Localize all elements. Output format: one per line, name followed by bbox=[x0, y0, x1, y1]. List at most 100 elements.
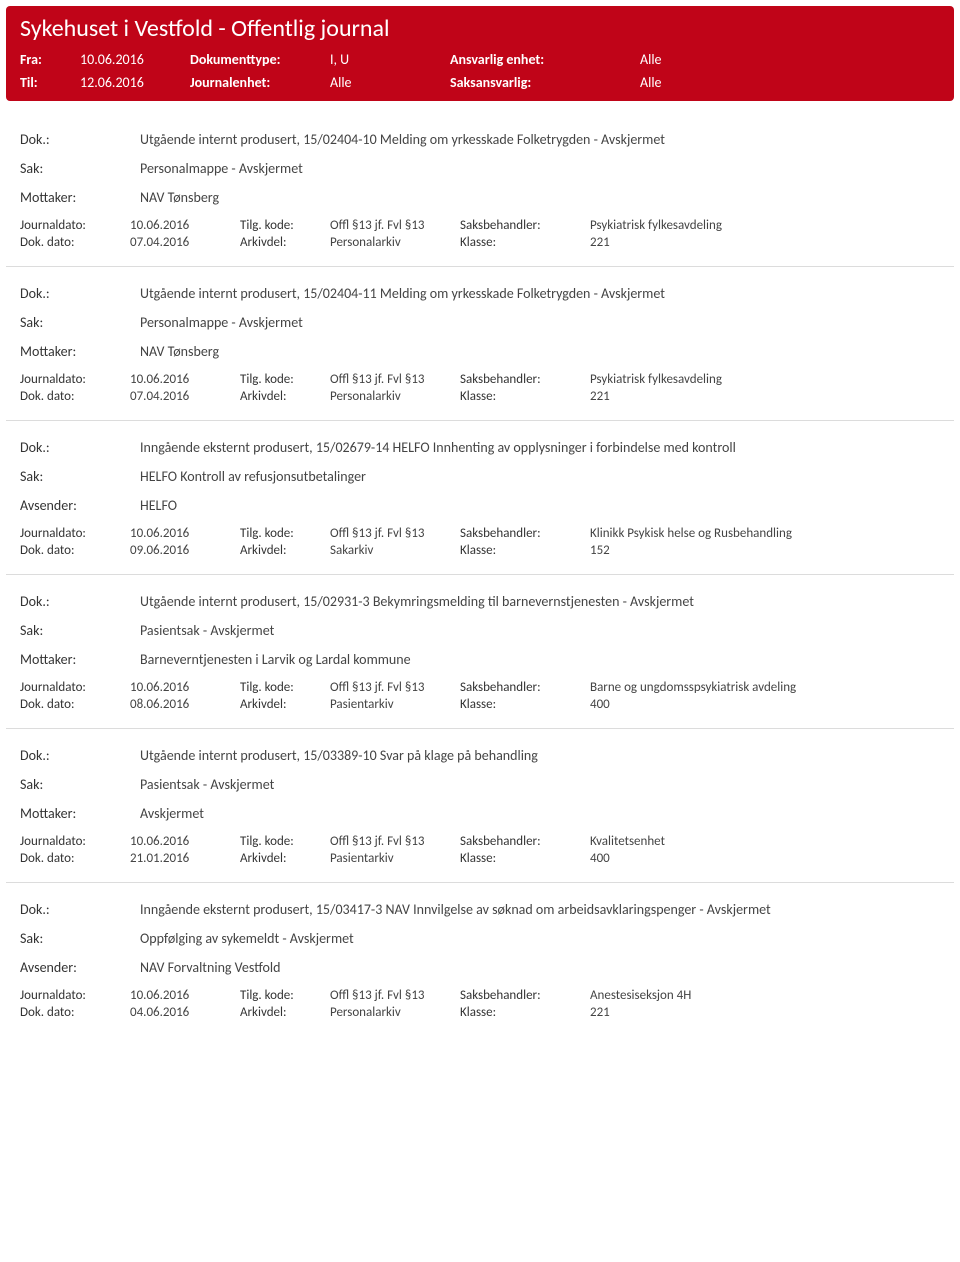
party-label: Avsender: bbox=[20, 959, 130, 976]
saksbehandler-label: Saksbehandler: bbox=[460, 526, 580, 541]
detail-row-1: Journaldato: 10.06.2016 Tilg. kode: Offl… bbox=[20, 680, 940, 695]
arkivdel-label: Arkivdel: bbox=[240, 543, 320, 558]
dokdato-label: Dok. dato: bbox=[20, 543, 120, 558]
party-line: Mottaker: NAV Tønsberg bbox=[20, 189, 940, 206]
sak-line: Sak: Oppfølging av sykemeldt - Avskjerme… bbox=[20, 930, 940, 947]
journal-entry: Dok.: Utgående internt produsert, 15/024… bbox=[6, 267, 954, 421]
journaldato-label: Journaldato: bbox=[20, 834, 120, 849]
dok-line: Dok.: Utgående internt produsert, 15/024… bbox=[20, 285, 940, 302]
dok-value: Inngående eksternt produsert, 15/03417-3… bbox=[140, 901, 940, 918]
journal-entry: Dok.: Inngående eksternt produsert, 15/0… bbox=[6, 421, 954, 575]
detail-row-1: Journaldato: 10.06.2016 Tilg. kode: Offl… bbox=[20, 988, 940, 1003]
sak-line: Sak: Personalmappe - Avskjermet bbox=[20, 160, 940, 177]
detail-row-2: Dok. dato: 04.06.2016 Arkivdel: Personal… bbox=[20, 1005, 940, 1020]
detail-row-1: Journaldato: 10.06.2016 Tilg. kode: Offl… bbox=[20, 526, 940, 541]
arkivdel-label: Arkivdel: bbox=[240, 851, 320, 866]
header-meta-grid: Fra: 10.06.2016 Dokumenttype: I, U Ansva… bbox=[20, 51, 940, 91]
arkivdel-value: Personalarkiv bbox=[330, 389, 450, 404]
arkivdel-label: Arkivdel: bbox=[240, 1005, 320, 1020]
tilgkode-value: Offl §13 jf. Fvl §13 bbox=[330, 834, 450, 849]
klasse-value: 400 bbox=[590, 851, 940, 866]
party-value: NAV Tønsberg bbox=[140, 189, 940, 206]
party-value: HELFO bbox=[140, 497, 940, 514]
party-value: Barneverntjenesten i Larvik og Lardal ko… bbox=[140, 651, 940, 668]
sak-line: Sak: HELFO Kontroll av refusjonsutbetali… bbox=[20, 468, 940, 485]
doktype-value: I, U bbox=[330, 51, 450, 68]
journaldato-value: 10.06.2016 bbox=[130, 526, 230, 541]
dokdato-label: Dok. dato: bbox=[20, 697, 120, 712]
dok-line: Dok.: Utgående internt produsert, 15/029… bbox=[20, 593, 940, 610]
arkivdel-label: Arkivdel: bbox=[240, 697, 320, 712]
detail-row-2: Dok. dato: 08.06.2016 Arkivdel: Pasienta… bbox=[20, 697, 940, 712]
journaldato-value: 10.06.2016 bbox=[130, 680, 230, 695]
sak-label: Sak: bbox=[20, 314, 130, 331]
journaldato-value: 10.06.2016 bbox=[130, 218, 230, 233]
saksbehandler-value: Kvalitetsenhet bbox=[590, 834, 940, 849]
ansvarlig-label: Ansvarlig enhet: bbox=[450, 51, 640, 68]
dokdato-value: 21.01.2016 bbox=[130, 851, 230, 866]
arkivdel-value: Personalarkiv bbox=[330, 235, 450, 250]
detail-row-2: Dok. dato: 21.01.2016 Arkivdel: Pasienta… bbox=[20, 851, 940, 866]
party-value: Avskjermet bbox=[140, 805, 940, 822]
ansvarlig-value: Alle bbox=[640, 51, 760, 68]
arkivdel-label: Arkivdel: bbox=[240, 235, 320, 250]
party-line: Mottaker: Barneverntjenesten i Larvik og… bbox=[20, 651, 940, 668]
klasse-label: Klasse: bbox=[460, 235, 580, 250]
dok-line: Dok.: Inngående eksternt produsert, 15/0… bbox=[20, 439, 940, 456]
party-line: Avsender: HELFO bbox=[20, 497, 940, 514]
party-label: Mottaker: bbox=[20, 343, 130, 360]
tilgkode-value: Offl §13 jf. Fvl §13 bbox=[330, 988, 450, 1003]
tilgkode-value: Offl §13 jf. Fvl §13 bbox=[330, 680, 450, 695]
dok-value: Utgående internt produsert, 15/02404-11 … bbox=[140, 285, 940, 302]
journal-entry: Dok.: Inngående eksternt produsert, 15/0… bbox=[6, 883, 954, 1036]
saksansvarlig-value: Alle bbox=[640, 74, 760, 91]
dokdato-label: Dok. dato: bbox=[20, 851, 120, 866]
sak-line: Sak: Personalmappe - Avskjermet bbox=[20, 314, 940, 331]
journaldato-label: Journaldato: bbox=[20, 680, 120, 695]
tilgkode-label: Tilg. kode: bbox=[240, 680, 320, 695]
klasse-label: Klasse: bbox=[460, 389, 580, 404]
party-line: Avsender: NAV Forvaltning Vestfold bbox=[20, 959, 940, 976]
klasse-label: Klasse: bbox=[460, 851, 580, 866]
journalenhet-value: Alle bbox=[330, 74, 450, 91]
sak-value: Personalmappe - Avskjermet bbox=[140, 160, 940, 177]
klasse-value: 221 bbox=[590, 235, 940, 250]
dok-label: Dok.: bbox=[20, 131, 130, 148]
tilgkode-label: Tilg. kode: bbox=[240, 372, 320, 387]
journalenhet-label: Journalenhet: bbox=[190, 74, 330, 91]
arkivdel-value: Pasientarkiv bbox=[330, 697, 450, 712]
arkivdel-value: Personalarkiv bbox=[330, 1005, 450, 1020]
dok-line: Dok.: Utgående internt produsert, 15/033… bbox=[20, 747, 940, 764]
sak-label: Sak: bbox=[20, 622, 130, 639]
header-banner: Sykehuset i Vestfold - Offentlig journal… bbox=[6, 6, 954, 101]
tilgkode-label: Tilg. kode: bbox=[240, 218, 320, 233]
dok-label: Dok.: bbox=[20, 285, 130, 302]
dok-line: Dok.: Utgående internt produsert, 15/024… bbox=[20, 131, 940, 148]
til-label: Til: bbox=[20, 74, 80, 91]
tilgkode-label: Tilg. kode: bbox=[240, 526, 320, 541]
sak-label: Sak: bbox=[20, 160, 130, 177]
party-label: Mottaker: bbox=[20, 805, 130, 822]
klasse-label: Klasse: bbox=[460, 543, 580, 558]
party-value: NAV Forvaltning Vestfold bbox=[140, 959, 940, 976]
saksbehandler-label: Saksbehandler: bbox=[460, 218, 580, 233]
journal-entry: Dok.: Utgående internt produsert, 15/029… bbox=[6, 575, 954, 729]
dok-line: Dok.: Inngående eksternt produsert, 15/0… bbox=[20, 901, 940, 918]
tilgkode-label: Tilg. kode: bbox=[240, 988, 320, 1003]
detail-row-1: Journaldato: 10.06.2016 Tilg. kode: Offl… bbox=[20, 834, 940, 849]
klasse-value: 152 bbox=[590, 543, 940, 558]
journaldato-label: Journaldato: bbox=[20, 988, 120, 1003]
saksbehandler-value: Klinikk Psykisk helse og Rusbehandling bbox=[590, 526, 940, 541]
journaldato-label: Journaldato: bbox=[20, 526, 120, 541]
dokdato-label: Dok. dato: bbox=[20, 235, 120, 250]
klasse-value: 400 bbox=[590, 697, 940, 712]
arkivdel-label: Arkivdel: bbox=[240, 389, 320, 404]
dok-label: Dok.: bbox=[20, 747, 130, 764]
party-line: Mottaker: NAV Tønsberg bbox=[20, 343, 940, 360]
sak-label: Sak: bbox=[20, 930, 130, 947]
tilgkode-value: Offl §13 jf. Fvl §13 bbox=[330, 218, 450, 233]
dok-value: Utgående internt produsert, 15/02404-10 … bbox=[140, 131, 940, 148]
party-line: Mottaker: Avskjermet bbox=[20, 805, 940, 822]
detail-row-1: Journaldato: 10.06.2016 Tilg. kode: Offl… bbox=[20, 218, 940, 233]
sak-line: Sak: Pasientsak - Avskjermet bbox=[20, 622, 940, 639]
